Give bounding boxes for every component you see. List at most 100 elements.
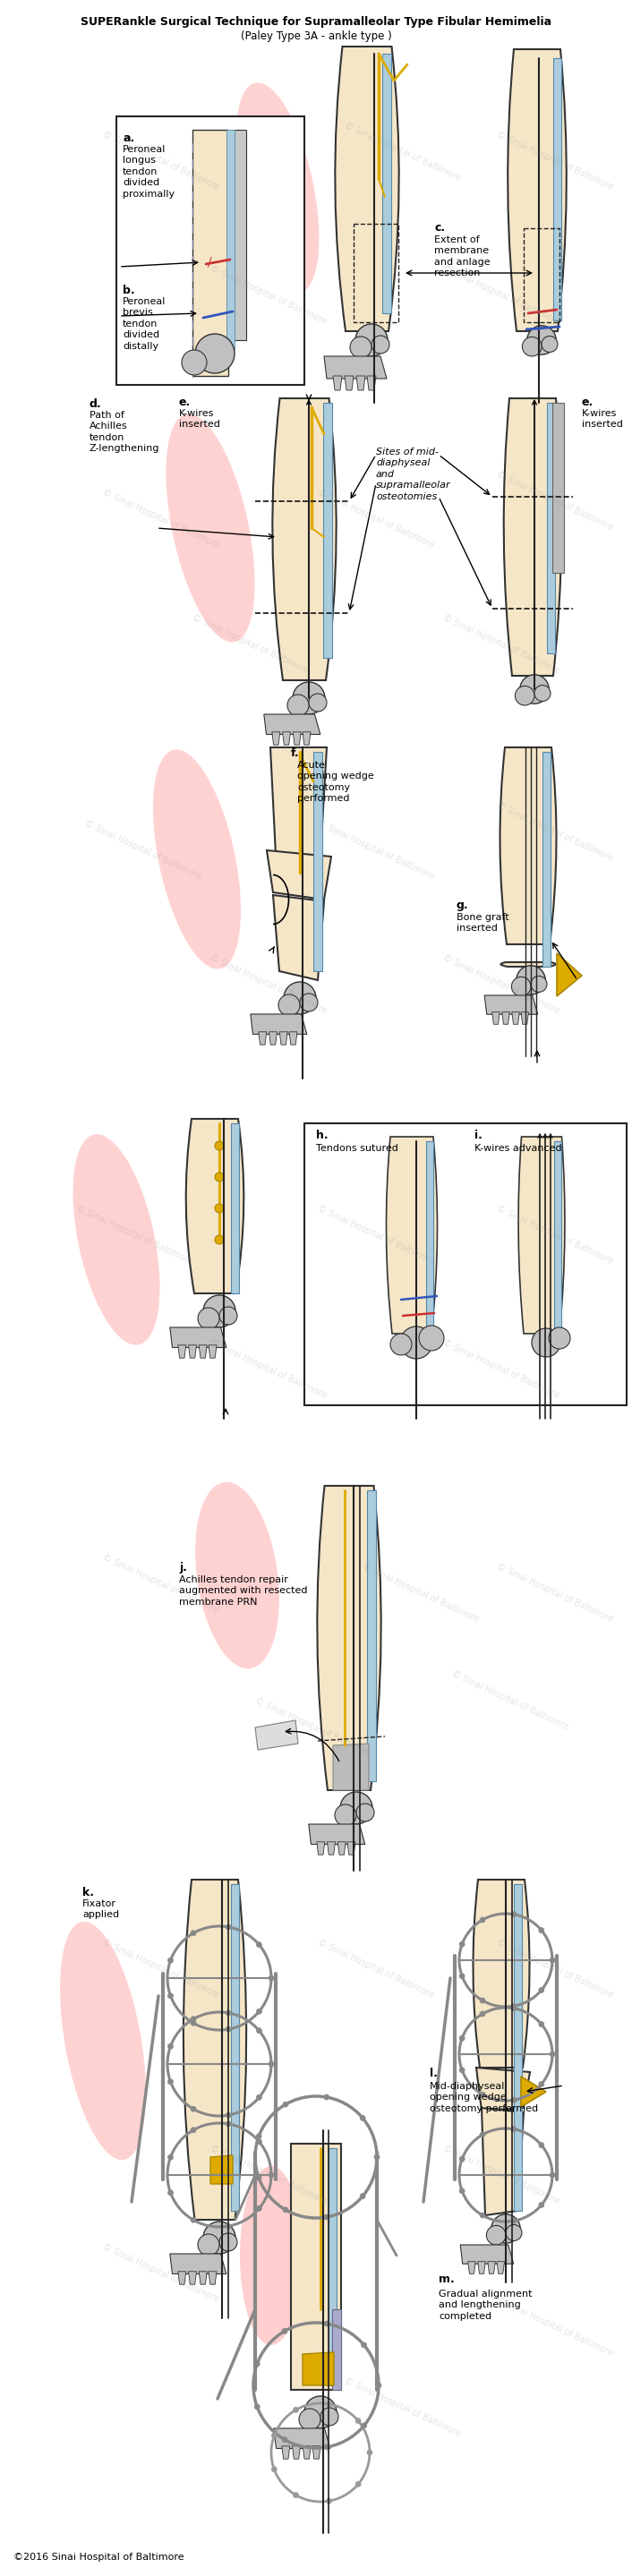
Circle shape	[400, 1327, 432, 1358]
Polygon shape	[292, 2447, 300, 2460]
Text: © Sinai Hospital of Baltimore: © Sinai Hospital of Baltimore	[495, 1561, 615, 1625]
Text: © Sinai Hospital of Baltimore: © Sinai Hospital of Baltimore	[495, 1937, 615, 1999]
Polygon shape	[367, 376, 376, 389]
Circle shape	[538, 1927, 544, 1932]
Polygon shape	[512, 1012, 520, 1025]
Polygon shape	[460, 2244, 514, 2264]
Polygon shape	[488, 2262, 495, 2275]
Text: © Sinai Hospital of Baltimore: © Sinai Hospital of Baltimore	[442, 613, 561, 675]
Polygon shape	[332, 2308, 341, 2391]
Circle shape	[538, 2081, 544, 2087]
Circle shape	[293, 2406, 298, 2414]
Polygon shape	[178, 1345, 186, 1358]
Polygon shape	[267, 850, 331, 899]
Circle shape	[300, 994, 318, 1012]
Polygon shape	[367, 1492, 376, 1780]
Circle shape	[480, 1917, 485, 1922]
Text: Peroneal
longus
tendon
divided
proximally: Peroneal longus tendon divided proximall…	[123, 144, 174, 198]
Circle shape	[215, 1172, 224, 1182]
Text: Extent of
membrane
and anlage
resection: Extent of membrane and anlage resection	[434, 234, 490, 278]
Text: © Sinai Hospital of Baltimore: © Sinai Hospital of Baltimore	[495, 2295, 615, 2357]
Circle shape	[324, 2215, 329, 2221]
Text: g.: g.	[456, 899, 469, 912]
PathPatch shape	[473, 1880, 530, 2069]
Circle shape	[391, 1334, 412, 1355]
Polygon shape	[426, 1141, 434, 1334]
Polygon shape	[188, 2272, 197, 2285]
Circle shape	[204, 2221, 236, 2254]
Polygon shape	[552, 402, 564, 572]
Polygon shape	[502, 1012, 509, 1025]
Ellipse shape	[60, 1922, 146, 2159]
Polygon shape	[283, 732, 291, 744]
Polygon shape	[178, 2272, 186, 2285]
Circle shape	[293, 2494, 298, 2499]
Circle shape	[256, 2133, 262, 2138]
Circle shape	[515, 685, 535, 706]
Circle shape	[182, 350, 207, 376]
Polygon shape	[210, 2156, 233, 2184]
Polygon shape	[333, 376, 342, 389]
Text: Acute
opening wedge
osteotomy
performed: Acute opening wedge osteotomy performed	[297, 760, 374, 804]
Text: © Sinai Hospital of Baltimore: © Sinai Hospital of Baltimore	[442, 1340, 561, 1401]
Circle shape	[219, 2233, 237, 2251]
Polygon shape	[305, 1123, 627, 1406]
Circle shape	[324, 2321, 329, 2326]
Text: © Sinai Hospital of Baltimore: © Sinai Hospital of Baltimore	[442, 953, 561, 1015]
Text: © Sinai Hospital of Baltimore: © Sinai Hospital of Baltimore	[101, 1553, 221, 1615]
Circle shape	[219, 1306, 237, 1324]
Circle shape	[279, 994, 300, 1015]
Text: © Sinai Hospital of Baltimore: © Sinai Hospital of Baltimore	[101, 1937, 221, 1999]
Circle shape	[538, 2022, 544, 2027]
Polygon shape	[282, 2447, 290, 2460]
Circle shape	[226, 2009, 231, 2014]
Circle shape	[374, 2154, 380, 2159]
Circle shape	[191, 1929, 196, 1935]
Polygon shape	[513, 1883, 521, 2210]
PathPatch shape	[501, 963, 556, 966]
Text: e.: e.	[582, 397, 593, 407]
Circle shape	[198, 1309, 219, 1329]
Circle shape	[522, 337, 542, 355]
Text: i.: i.	[475, 1128, 482, 1141]
Polygon shape	[272, 732, 280, 744]
Ellipse shape	[166, 415, 255, 641]
Polygon shape	[226, 129, 234, 350]
Circle shape	[168, 2043, 173, 2048]
Polygon shape	[333, 1744, 369, 1790]
Circle shape	[256, 2174, 262, 2182]
Circle shape	[168, 2079, 173, 2084]
Circle shape	[538, 2143, 544, 2148]
Circle shape	[356, 1803, 374, 1821]
Circle shape	[550, 2172, 555, 2177]
Text: SUPERankle Surgical Technique for Supramalleolar Type Fibular Hemimelia: SUPERankle Surgical Technique for Supram…	[80, 15, 552, 28]
Text: © Sinai Hospital of Baltimore: © Sinai Hospital of Baltimore	[442, 265, 561, 327]
Circle shape	[360, 2115, 365, 2120]
Text: © Sinai Hospital of Baltimore: © Sinai Hospital of Baltimore	[209, 1340, 328, 1401]
Text: © Sinai Hospital of Baltimore: © Sinai Hospital of Baltimore	[101, 487, 221, 551]
Text: © Sinai Hospital of Baltimore: © Sinai Hospital of Baltimore	[75, 1203, 194, 1267]
Polygon shape	[270, 747, 327, 855]
Circle shape	[511, 976, 531, 997]
Text: K-wires
inserted: K-wires inserted	[179, 410, 220, 428]
Polygon shape	[199, 1345, 207, 1358]
Text: © Sinai Hospital of Baltimore: © Sinai Hospital of Baltimore	[361, 1561, 480, 1625]
Circle shape	[195, 335, 234, 374]
Circle shape	[511, 2007, 516, 2012]
Polygon shape	[497, 2262, 504, 2275]
Polygon shape	[170, 2254, 226, 2275]
Text: Peroneal
brevis
tendon
divided
distally: Peroneal brevis tendon divided distally	[123, 296, 166, 350]
Ellipse shape	[236, 82, 319, 294]
Circle shape	[367, 2450, 372, 2455]
Circle shape	[459, 1942, 465, 1947]
Circle shape	[226, 2027, 231, 2032]
Circle shape	[324, 2445, 329, 2450]
Circle shape	[257, 2138, 262, 2143]
Text: © Sinai Hospital of Baltimore: © Sinai Hospital of Baltimore	[495, 129, 615, 193]
Circle shape	[326, 2499, 332, 2504]
Text: h.: h.	[316, 1128, 328, 1141]
Circle shape	[288, 696, 309, 716]
Text: Path of
Achilles
tendon
Z-lengthening: Path of Achilles tendon Z-lengthening	[90, 410, 160, 453]
Polygon shape	[468, 2262, 475, 2275]
Circle shape	[168, 2154, 173, 2159]
